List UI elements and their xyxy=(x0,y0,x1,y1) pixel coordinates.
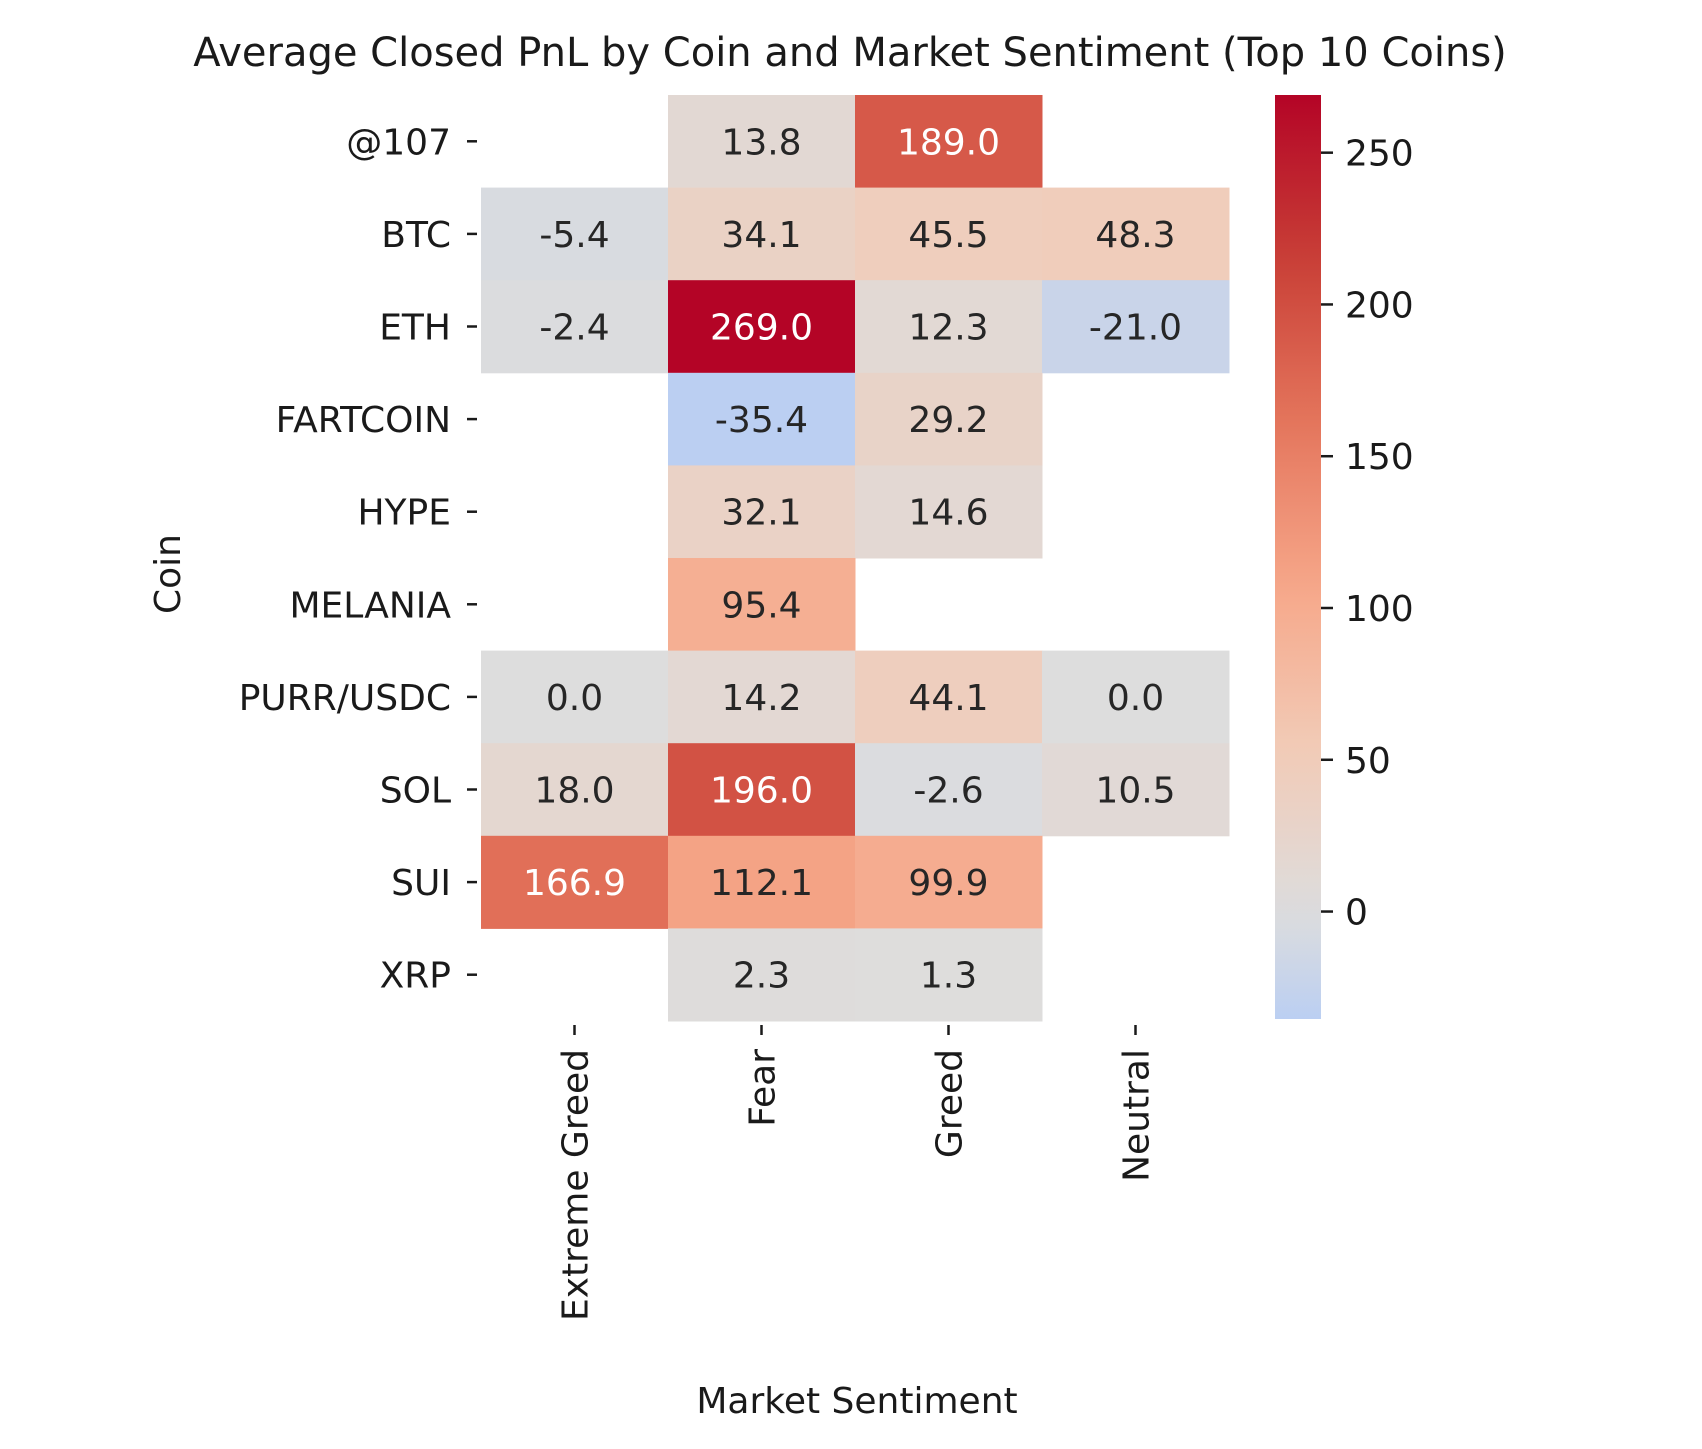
cell-value-label: 32.1 xyxy=(721,493,801,534)
heatmap-cell xyxy=(668,187,856,281)
heatmap-cell xyxy=(855,465,1043,559)
cell-value-label: 14.2 xyxy=(721,678,801,719)
cell-value-label: 269.0 xyxy=(710,308,813,349)
heatmap-cells: 13.8 189.0 -5.4 34.1 45.5 48.3 -2.4 269.0 12.3 -2… xyxy=(481,95,1230,1022)
cell-value-label: -35.4 xyxy=(715,400,808,441)
cell-value-label: 2.3 xyxy=(733,956,790,997)
y-axis-label: Coin xyxy=(148,534,189,614)
y-tick-label: SOL xyxy=(380,771,451,812)
colorbar-tick-label: 50 xyxy=(1345,741,1391,782)
cell-value-label: 18.0 xyxy=(534,771,614,812)
x-axis-label: Market Sentiment xyxy=(696,1381,1017,1422)
cell-value-label: 1.3 xyxy=(920,956,977,997)
heatmap-cell xyxy=(855,280,1043,374)
colorbar-tick-label: 100 xyxy=(1345,589,1414,630)
y-tick-label: ETH xyxy=(379,308,451,349)
cell-value-label: 0.0 xyxy=(1107,678,1164,719)
cell-value-label: -21.0 xyxy=(1089,308,1182,349)
heatmap-cell xyxy=(855,743,1043,837)
y-tick-label: HYPE xyxy=(357,493,451,534)
heatmap-cell xyxy=(855,650,1043,744)
y-tick-label: FARTCOIN xyxy=(276,400,451,441)
heatmap-cell xyxy=(481,835,669,929)
heatmap-cell xyxy=(668,928,856,1022)
colorbar: 0 50 100 150 200 250 xyxy=(1275,95,1414,1019)
heatmap-cell xyxy=(855,835,1043,929)
heatmap-cell xyxy=(668,558,856,652)
cell-value-label: 189.0 xyxy=(897,122,1000,163)
cell-value-label: 112.1 xyxy=(710,863,813,904)
cell-value-label: 95.4 xyxy=(721,585,801,626)
heatmap-cell xyxy=(668,372,856,466)
heatmap-cell xyxy=(668,465,856,559)
y-tick-label: SUI xyxy=(391,863,451,904)
heatmap-cell xyxy=(481,743,669,837)
cell-value-label: 12.3 xyxy=(908,308,988,349)
cell-value-label: 0.0 xyxy=(546,678,603,719)
cell-value-label: 29.2 xyxy=(908,400,988,441)
heatmap-cell xyxy=(1042,650,1230,744)
x-tick-label: Extreme Greed xyxy=(556,1049,597,1321)
cell-value-label: 196.0 xyxy=(710,771,813,812)
cell-value-label: 45.5 xyxy=(908,215,988,256)
cell-value-label: 166.9 xyxy=(523,863,626,904)
heatmap-cell xyxy=(668,650,856,744)
cell-value-label: -5.4 xyxy=(539,215,609,256)
colorbar-tick-label: 200 xyxy=(1345,285,1414,326)
heatmap-cell xyxy=(1042,743,1230,837)
y-tick-label: PURR/USDC xyxy=(239,678,451,719)
y-tick-label: MELANIA xyxy=(290,585,452,626)
cell-value-label: 14.6 xyxy=(908,493,988,534)
x-axis-ticks: Extreme Greed Fear Greed Neutral xyxy=(556,1025,1158,1321)
colorbar-gradient xyxy=(1275,95,1321,1019)
heatmap-cell xyxy=(855,95,1043,189)
y-tick-label: XRP xyxy=(380,956,451,997)
heatmap-cell xyxy=(668,835,856,929)
y-axis-ticks: @107 BTC ETH FARTCOIN HYPE MELANIA PURR/USDC SO… xyxy=(239,122,477,997)
x-tick-label: Neutral xyxy=(1117,1049,1158,1182)
y-tick-label: BTC xyxy=(381,215,451,256)
heatmap-cell xyxy=(1042,187,1230,281)
cell-value-label: 10.5 xyxy=(1095,771,1175,812)
heatmap-cell xyxy=(481,650,669,744)
cell-value-label: -2.4 xyxy=(539,308,609,349)
cell-value-label: 44.1 xyxy=(908,678,988,719)
cell-value-label: -2.6 xyxy=(913,771,983,812)
heatmap-cell xyxy=(668,95,856,189)
heatmap-cell xyxy=(668,743,856,837)
heatmap-cell xyxy=(481,280,669,374)
heatmap-cell xyxy=(1042,280,1230,374)
heatmap-cell xyxy=(668,280,856,374)
cell-value-label: 34.1 xyxy=(721,215,801,256)
heatmap-cell xyxy=(855,187,1043,281)
cell-value-label: 99.9 xyxy=(908,863,988,904)
colorbar-tick-label: 250 xyxy=(1345,134,1414,175)
colorbar-tick-label: 150 xyxy=(1345,437,1414,478)
colorbar-tick-label: 0 xyxy=(1345,893,1368,934)
chart-title: Average Closed PnL by Coin and Market Se… xyxy=(193,30,1507,76)
y-tick-label: @107 xyxy=(346,122,451,163)
cell-value-label: 13.8 xyxy=(721,122,801,163)
heatmap-cell xyxy=(481,187,669,281)
heatmap-cell xyxy=(855,928,1043,1022)
cell-value-label: 48.3 xyxy=(1095,215,1175,256)
x-tick-label: Fear xyxy=(743,1049,784,1127)
heatmap-cell xyxy=(855,372,1043,466)
x-tick-label: Greed xyxy=(930,1049,971,1158)
